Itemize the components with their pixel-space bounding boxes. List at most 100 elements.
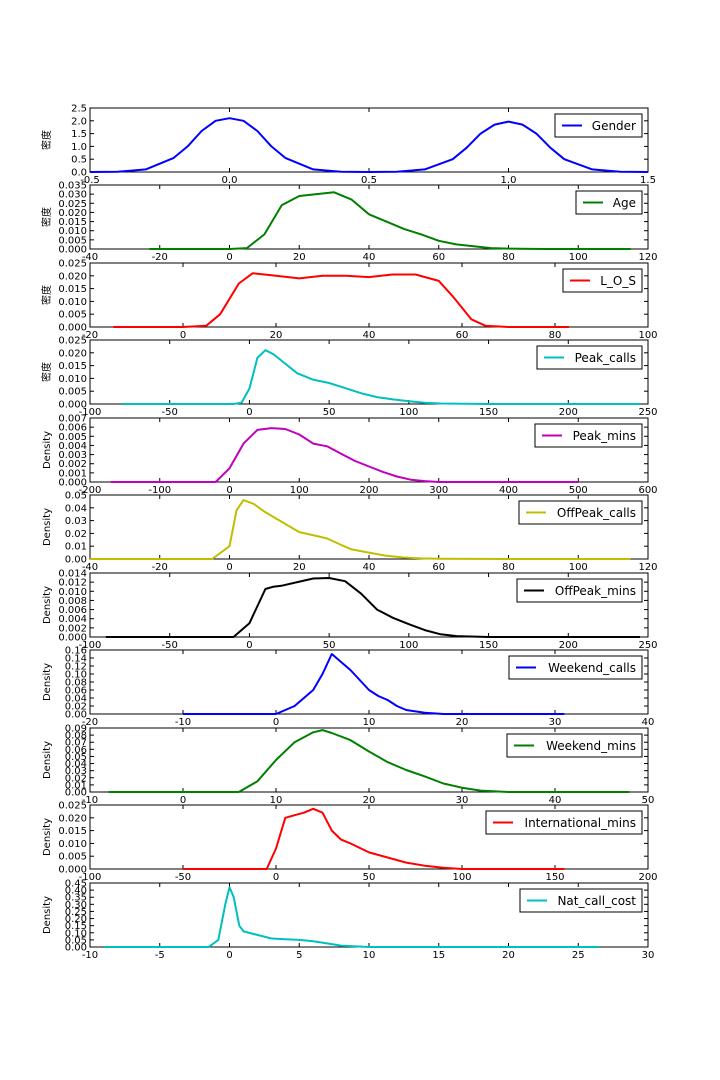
x-tick-label: 200 — [638, 872, 657, 883]
y-tick-label: 0.02 — [65, 529, 87, 540]
x-tick-label: 40 — [363, 562, 376, 573]
legend-label: Weekend_calls — [548, 661, 636, 675]
x-tick-label: 10 — [363, 717, 376, 728]
y-tick-label: 0.015 — [58, 361, 87, 372]
legend-box — [518, 500, 643, 525]
x-tick-label: 15 — [432, 950, 445, 961]
x-tick-label: 60 — [432, 562, 445, 573]
y-tick-label: 0.06 — [65, 686, 87, 697]
x-tick-label: 0.5 — [361, 175, 377, 186]
density-line-peak_mins — [110, 427, 579, 483]
y-tick-label: 0.01 — [65, 780, 87, 791]
y-axis-label: Density — [42, 896, 53, 934]
y-tick-label: 0.020 — [58, 348, 87, 359]
y-tick-label: 0.030 — [58, 190, 87, 201]
y-axis-label: Density — [42, 663, 53, 701]
subplot-weekend_mins: 0.000.010.020.030.040.050.060.070.080.09… — [42, 724, 654, 807]
x-tick-label: 20 — [456, 717, 469, 728]
y-tick-label: 0.008 — [58, 596, 87, 607]
x-tick-label: -100 — [79, 407, 102, 418]
y-tick-label: 0.10 — [65, 928, 87, 939]
legend-label: Peak_calls — [575, 351, 636, 365]
density-line-offpeak_calls — [90, 499, 631, 560]
legend-label: OffPeak_calls — [557, 506, 636, 520]
y-tick-label: 0.14 — [65, 654, 87, 665]
x-tick-label: 100 — [399, 407, 418, 418]
x-tick-label: -20 — [152, 562, 168, 573]
y-tick-label: 0.30 — [65, 900, 87, 911]
y-tick-label: 0.16 — [65, 646, 87, 657]
y-tick-label: 0.005 — [58, 852, 87, 863]
x-tick-label: -200 — [79, 485, 102, 496]
y-tick-label: 0.0 — [71, 168, 87, 179]
x-tick-label: 60 — [432, 252, 445, 263]
x-tick-label: 400 — [499, 485, 518, 496]
x-tick-label: 0 — [273, 872, 279, 883]
axes-frame — [89, 339, 649, 405]
x-tick-label: 100 — [638, 330, 657, 341]
legend-label: OffPeak_mins — [555, 584, 636, 598]
legend-label: Weekend_mins — [546, 739, 636, 753]
x-tick-label: 30 — [642, 950, 655, 961]
legend: Nat_call_cost — [519, 888, 643, 913]
x-tick-label: 1.0 — [501, 175, 517, 186]
y-tick-label: 0.020 — [58, 208, 87, 219]
y-tick-label: 0.001 — [58, 468, 87, 479]
y-tick-label: 0.25 — [65, 907, 87, 918]
x-tick-label: 0 — [180, 330, 186, 341]
x-tick-label: 25 — [572, 950, 585, 961]
x-tick-label: -10 — [175, 717, 191, 728]
subplot-age: 0.0000.0050.0100.0150.0200.0250.0300.035… — [40, 181, 658, 264]
y-tick-label: 0.02 — [65, 702, 87, 713]
x-tick-label: -40 — [82, 562, 98, 573]
legend-box — [506, 733, 643, 758]
x-tick-label: 10 — [363, 950, 376, 961]
x-tick-label: 0 — [226, 562, 232, 573]
y-tick-label: 0.03 — [65, 516, 87, 527]
x-tick-label: -5 — [155, 950, 165, 961]
y-tick-label: 0.020 — [58, 271, 87, 282]
y-tick-label: 0.07 — [65, 738, 87, 749]
y-tick-label: 0.020 — [58, 813, 87, 824]
y-tick-label: 2.0 — [71, 116, 87, 127]
y-tick-label: 0.00 — [65, 943, 87, 954]
y-tick-label: 2.5 — [71, 104, 87, 115]
x-tick-label: 150 — [479, 640, 498, 651]
y-axis-label: 密度 — [40, 362, 53, 382]
x-tick-label: -20 — [82, 717, 98, 728]
x-tick-label: 60 — [456, 330, 469, 341]
y-tick-label: 0.025 — [58, 801, 87, 812]
y-tick-label: 0.000 — [58, 478, 87, 489]
legend-label: Age — [613, 196, 636, 210]
y-tick-label: 0.005 — [58, 310, 87, 321]
y-tick-label: 1.0 — [71, 142, 87, 153]
legend-box — [508, 655, 643, 680]
y-tick-label: 0.005 — [58, 387, 87, 398]
subplot-peak_mins: 0.0000.0010.0020.0030.0040.0050.0060.007… — [42, 414, 658, 497]
x-tick-label: -40 — [82, 252, 98, 263]
legend: International_mins — [485, 810, 643, 835]
x-tick-label: 250 — [638, 407, 657, 418]
x-tick-label: 40 — [363, 252, 376, 263]
y-tick-label: 0.02 — [65, 773, 87, 784]
y-axis-label: Density — [42, 818, 53, 856]
y-tick-label: 0.006 — [58, 605, 87, 616]
y-tick-label: 0.5 — [71, 155, 87, 166]
x-tick-label: 50 — [323, 640, 336, 651]
legend-box — [554, 113, 643, 138]
y-tick-label: 0.010 — [58, 839, 87, 850]
y-tick-label: 0.08 — [65, 731, 87, 742]
y-tick-label: 0.025 — [58, 199, 87, 210]
legend: Peak_calls — [536, 345, 643, 370]
density-line-weekend_mins — [108, 729, 630, 793]
x-tick-label: 0 — [273, 717, 279, 728]
x-tick-label: 200 — [559, 407, 578, 418]
x-tick-label: 10 — [270, 795, 283, 806]
legend-box — [562, 268, 643, 293]
y-axis-label: Density — [42, 508, 53, 546]
x-tick-label: 100 — [569, 562, 588, 573]
y-tick-label: 0.09 — [65, 724, 87, 735]
x-tick-label: 20 — [293, 252, 306, 263]
x-tick-label: 300 — [429, 485, 448, 496]
